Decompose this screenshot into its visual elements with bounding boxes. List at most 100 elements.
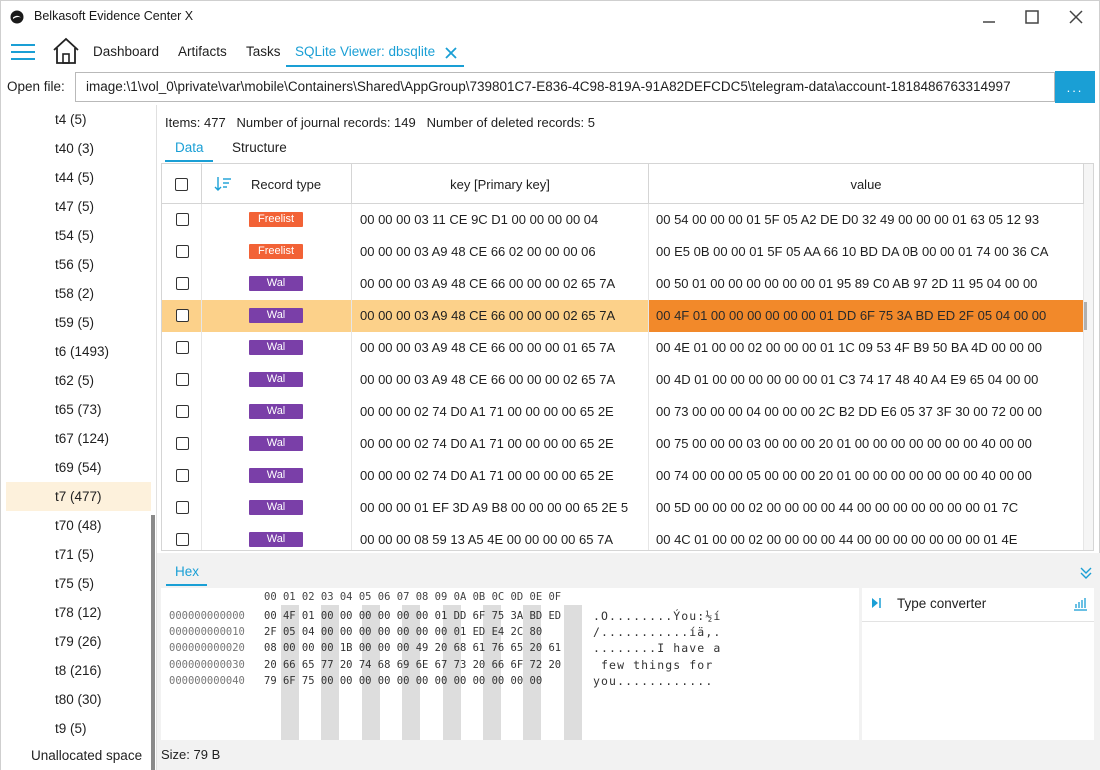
hex-bytes[interactable]: 79 6F 75 00 00 00 00 00 00 00 00 00 00 0… <box>264 674 543 687</box>
key-column-header[interactable]: key [Primary key] <box>352 164 649 204</box>
value-cell[interactable]: 00 73 00 00 00 04 00 00 00 2C B2 DD E6 0… <box>649 396 1084 428</box>
key-cell[interactable]: 00 00 00 03 A9 48 CE 66 00 00 00 02 65 7… <box>352 300 649 332</box>
sidebar-item-table[interactable]: t44 (5) <box>55 170 95 185</box>
tab-data[interactable]: Data <box>175 140 204 155</box>
sidebar-item-table[interactable]: t70 (48) <box>55 518 102 533</box>
sidebar-item-table[interactable]: t54 (5) <box>55 228 95 243</box>
row-checkbox[interactable] <box>176 469 189 482</box>
sidebar-scrollbar[interactable] <box>151 515 155 770</box>
sidebar-item-table[interactable]: t80 (30) <box>55 692 102 707</box>
hex-bytes[interactable]: 2F 05 04 00 00 00 00 00 00 00 01 ED E4 2… <box>264 626 543 639</box>
key-cell[interactable]: 00 00 00 03 11 CE 9C D1 00 00 00 00 04 <box>352 204 649 236</box>
table-row[interactable]: Wal 00 00 00 03 A9 48 CE 66 00 00 00 02 6… <box>162 268 1093 300</box>
row-checkbox[interactable] <box>176 341 189 354</box>
key-cell[interactable]: 00 00 00 03 A9 48 CE 66 00 00 00 01 65 7… <box>352 332 649 364</box>
table-row[interactable]: Wal 00 00 00 03 A9 48 CE 66 00 00 00 01 6… <box>162 332 1093 364</box>
value-cell[interactable]: 00 50 01 00 00 00 00 00 00 01 95 89 C0 A… <box>649 268 1084 300</box>
hex-ascii[interactable]: /...........íä,. <box>593 625 722 640</box>
row-checkbox[interactable] <box>176 277 189 290</box>
value-cell[interactable]: 00 75 00 00 00 03 00 00 00 20 01 00 00 0… <box>649 428 1084 460</box>
sidebar-item-table[interactable]: t62 (5) <box>55 373 95 388</box>
table-row[interactable]: Freelist 00 00 00 03 A9 48 CE 66 02 00 00… <box>162 236 1093 268</box>
tab-structure[interactable]: Structure <box>232 140 287 155</box>
close-tab-icon[interactable] <box>443 45 459 61</box>
record-type-header[interactable]: Record type <box>202 164 352 204</box>
maximize-button[interactable] <box>1017 5 1047 29</box>
row-checkbox[interactable] <box>176 501 189 514</box>
table-row[interactable]: Wal 00 00 00 02 74 D0 A1 71 00 00 00 00 6… <box>162 396 1093 428</box>
tab-tasks[interactable]: Tasks <box>246 44 281 59</box>
value-column-header[interactable]: value <box>649 164 1084 204</box>
value-cell[interactable]: 00 4E 01 00 00 02 00 00 00 01 1C 09 53 4… <box>649 332 1084 364</box>
sidebar-item-table[interactable]: t6 (1493) <box>55 344 110 359</box>
row-checkbox[interactable] <box>176 405 189 418</box>
sidebar-item-table[interactable]: t67 (124) <box>55 431 110 446</box>
hex-ascii[interactable]: you............ <box>593 673 714 688</box>
key-cell[interactable]: 00 00 00 02 74 D0 A1 71 00 00 00 00 65 2… <box>352 460 649 492</box>
table-row[interactable]: Wal 00 00 00 01 EF 3D A9 B8 00 00 00 00 6… <box>162 492 1093 524</box>
sidebar-item-table[interactable]: t56 (5) <box>55 257 95 272</box>
key-cell[interactable]: 00 00 00 03 A9 48 CE 66 00 00 00 02 65 7… <box>352 268 649 300</box>
grid-scrollbar[interactable] <box>1084 164 1093 550</box>
open-file-path-input[interactable]: image:\1\vol_0\private\var\mobile\Contai… <box>75 72 1055 102</box>
hex-bytes[interactable]: 08 00 00 00 1B 00 00 00 49 20 68 61 76 6… <box>264 642 562 655</box>
sidebar-item-table[interactable]: t4 (5) <box>55 112 87 127</box>
table-row[interactable]: Wal 00 00 00 02 74 D0 A1 71 00 00 00 00 6… <box>162 428 1093 460</box>
minimize-button[interactable] <box>974 5 1004 29</box>
table-row[interactable]: Wal 00 00 00 08 59 13 A5 4E 00 00 00 00 6… <box>162 524 1093 550</box>
home-icon[interactable] <box>51 36 81 66</box>
hex-bytes[interactable]: 20 66 65 77 20 74 68 69 6E 67 73 20 66 6… <box>264 658 562 671</box>
key-cell[interactable]: 00 00 00 03 A9 48 CE 66 02 00 00 00 06 <box>352 236 649 268</box>
table-row[interactable]: Wal 00 00 00 03 A9 48 CE 66 00 00 00 02 6… <box>162 300 1093 332</box>
sidebar-item-table[interactable]: t71 (5) <box>55 547 95 562</box>
hex-ascii[interactable]: .O........Ýou:½í <box>593 609 722 623</box>
sidebar-item-table[interactable]: t58 (2) <box>55 286 95 301</box>
key-cell[interactable]: 00 00 00 03 A9 48 CE 66 00 00 00 02 65 7… <box>352 364 649 396</box>
sort-descending-icon[interactable] <box>214 176 232 192</box>
sidebar-item-table[interactable]: t7 (477) <box>6 482 151 511</box>
select-all-checkbox[interactable] <box>175 177 188 191</box>
row-checkbox[interactable] <box>176 309 189 322</box>
sidebar-item-table[interactable]: t78 (12) <box>55 605 102 620</box>
hamburger-menu-icon[interactable] <box>11 43 35 61</box>
tab-artifacts[interactable]: Artifacts <box>178 44 227 59</box>
value-cell[interactable]: 00 4D 01 00 00 00 00 00 00 01 C3 74 17 4… <box>649 364 1084 396</box>
close-window-button[interactable] <box>1061 5 1091 29</box>
value-cell[interactable]: 00 E5 0B 00 00 01 5F 05 AA 66 10 BD DA 0… <box>649 236 1084 268</box>
row-checkbox[interactable] <box>176 213 189 226</box>
table-row[interactable]: Wal 00 00 00 03 A9 48 CE 66 00 00 00 02 6… <box>162 364 1093 396</box>
tab-hex[interactable]: Hex <box>175 564 200 579</box>
collapse-panel-icon[interactable] <box>1079 566 1093 580</box>
hex-ascii[interactable]: few things for <box>593 657 722 672</box>
sidebar-item-table[interactable]: t65 (73) <box>55 402 102 417</box>
sidebar-item-table[interactable]: t40 (3) <box>55 141 95 156</box>
sidebar-item-unallocated-space[interactable]: Unallocated space <box>31 748 143 763</box>
table-row[interactable]: Freelist 00 00 00 03 11 CE 9C D1 00 00 00… <box>162 204 1093 236</box>
sidebar-item-table[interactable]: t8 (216) <box>55 663 102 678</box>
tab-dashboard[interactable]: Dashboard <box>93 44 160 59</box>
grid-scrollbar-thumb[interactable] <box>1084 302 1087 330</box>
table-row[interactable]: Wal 00 00 00 02 74 D0 A1 71 00 00 00 00 6… <box>162 460 1093 492</box>
browse-button[interactable]: ... <box>1055 71 1095 103</box>
value-cell[interactable]: 00 5D 00 00 00 02 00 00 00 00 44 00 00 0… <box>649 492 1084 524</box>
row-checkbox[interactable] <box>176 245 189 258</box>
sidebar-item-table[interactable]: t47 (5) <box>55 199 95 214</box>
value-cell[interactable]: 00 74 00 00 00 05 00 00 00 20 01 00 00 0… <box>649 460 1084 492</box>
sidebar-item-table[interactable]: t75 (5) <box>55 576 95 591</box>
sidebar-item-table[interactable]: t59 (5) <box>55 315 95 330</box>
sidebar-item-table[interactable]: t69 (54) <box>55 460 102 475</box>
row-checkbox[interactable] <box>176 437 189 450</box>
sort-settings-icon[interactable] <box>1072 596 1088 612</box>
tab-sqlite-viewer[interactable]: SQLite Viewer: dbsqlite <box>295 44 436 59</box>
value-cell[interactable]: 00 4F 01 00 00 00 00 00 00 01 DD 6F 75 3… <box>649 300 1084 332</box>
expand-arrow-icon[interactable] <box>870 597 882 609</box>
hex-ascii[interactable]: ........I have a <box>593 641 722 656</box>
row-checkbox[interactable] <box>176 373 189 386</box>
key-cell[interactable]: 00 00 00 02 74 D0 A1 71 00 00 00 00 65 2… <box>352 428 649 460</box>
key-cell[interactable]: 00 00 00 02 74 D0 A1 71 00 00 00 00 65 2… <box>352 396 649 428</box>
hex-bytes[interactable]: 00 4F 01 00 00 00 00 00 00 01 DD 6F 75 3… <box>264 610 562 622</box>
value-cell[interactable]: 00 54 00 00 00 01 5F 05 A2 DE D0 32 49 0… <box>649 204 1084 236</box>
value-cell[interactable]: 00 4C 01 00 00 02 00 00 00 00 44 00 00 0… <box>649 524 1084 550</box>
key-cell[interactable]: 00 00 00 08 59 13 A5 4E 00 00 00 00 65 7… <box>352 524 649 550</box>
key-cell[interactable]: 00 00 00 01 EF 3D A9 B8 00 00 00 00 65 2… <box>352 492 649 524</box>
